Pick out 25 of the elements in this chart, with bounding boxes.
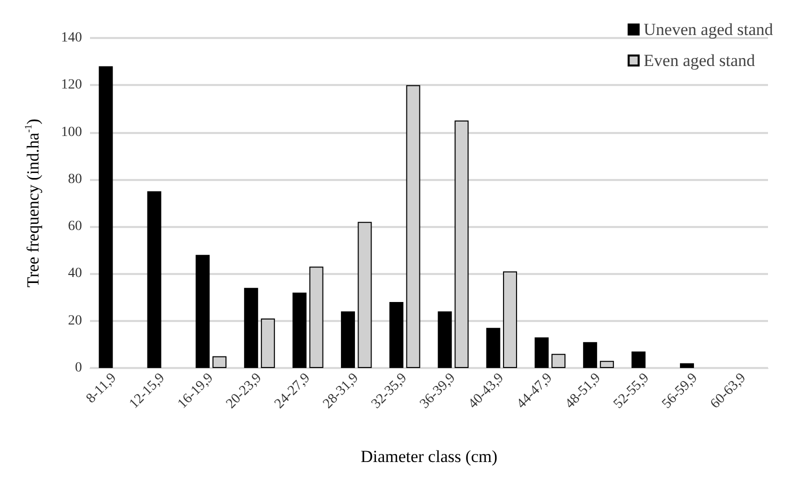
y-tick-label: 40 xyxy=(68,266,82,282)
bar xyxy=(147,191,162,368)
bar xyxy=(632,352,646,368)
y-tick-label: 20 xyxy=(68,313,82,328)
y-tick-label: 0 xyxy=(75,360,82,376)
y-tick-label: 140 xyxy=(61,30,82,46)
y-tick-label: 120 xyxy=(61,78,82,93)
y-axis-title: Tree frequency (ind.ha-1) xyxy=(24,118,42,288)
bar xyxy=(438,311,452,368)
bar xyxy=(98,66,113,368)
bar xyxy=(340,311,355,368)
bar xyxy=(244,288,258,368)
bar xyxy=(534,337,549,368)
legend-label: Even aged stand xyxy=(644,51,756,70)
bar xyxy=(196,254,210,368)
bar xyxy=(292,292,307,368)
bar xyxy=(680,363,694,368)
y-tick-label: 80 xyxy=(68,172,82,187)
y-tick-label: 100 xyxy=(61,124,82,140)
x-axis-title: Diameter class (cm) xyxy=(360,447,498,466)
bar xyxy=(389,302,404,368)
bar xyxy=(486,328,500,368)
y-tick-label: 60 xyxy=(68,219,82,234)
legend-label: Uneven aged stand xyxy=(644,20,774,39)
bar xyxy=(583,342,598,368)
